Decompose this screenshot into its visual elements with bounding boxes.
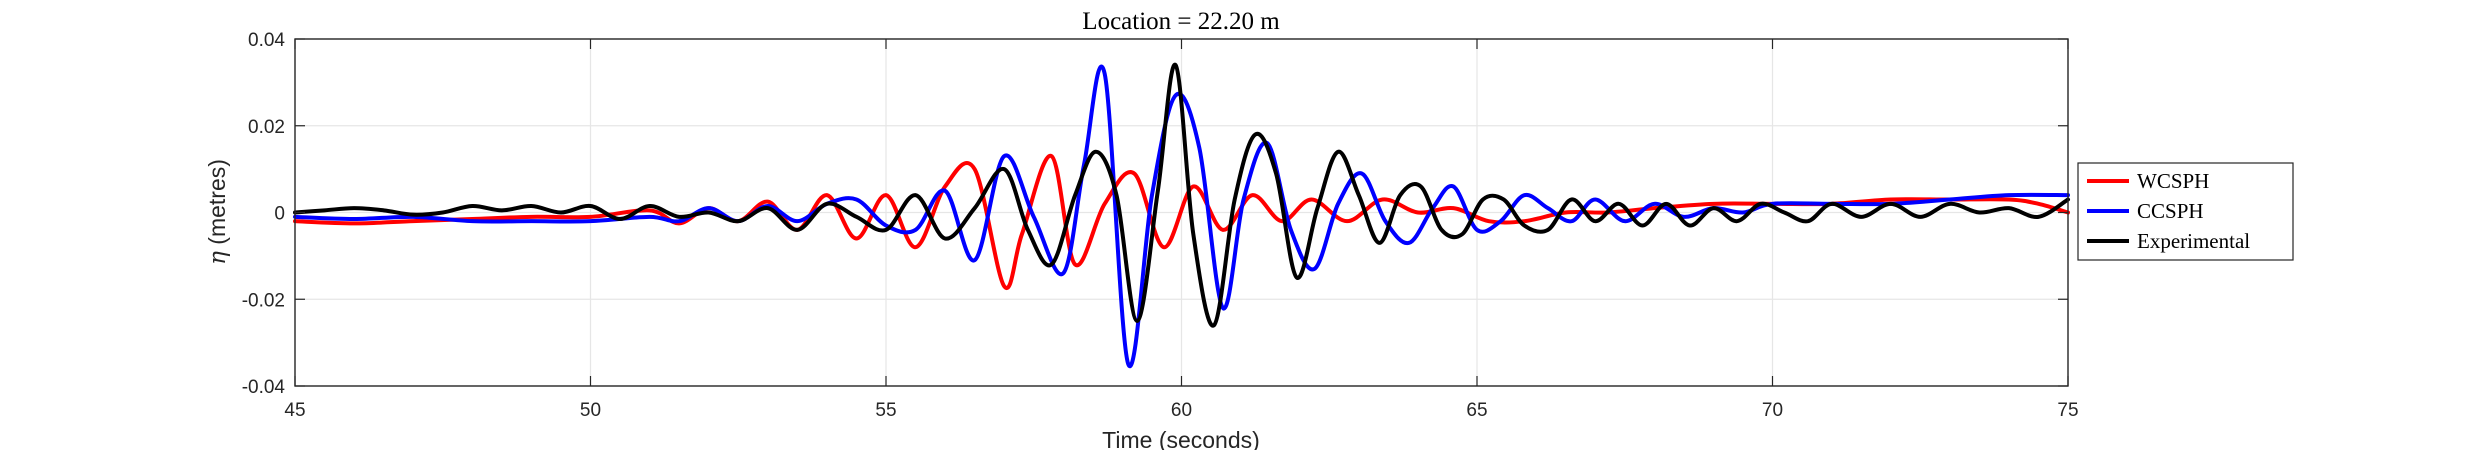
legend-label-ccsph: CCSPH: [2137, 199, 2204, 223]
y-axis-unit: (metres): [204, 159, 230, 245]
y-tick-label: -0.04: [242, 377, 286, 398]
chart-title: Location = 22.20 m: [1082, 8, 1280, 35]
series-line-experimental: [293, 62, 2070, 328]
legend: WCSPH CCSPH Experimental: [2077, 162, 2294, 261]
x-tick-label: 55: [875, 400, 896, 421]
x-tick-label: 60: [1171, 400, 1192, 421]
y-axis-label: η (metres): [204, 159, 231, 265]
legend-label-experimental: Experimental: [2137, 229, 2250, 253]
x-tick-label: 70: [1762, 400, 1783, 421]
series-group: [293, 62, 2070, 369]
legend-label-wcsph: WCSPH: [2137, 169, 2209, 193]
x-tick-label: 45: [284, 400, 305, 421]
y-tick-label: 0.02: [248, 117, 285, 138]
y-tick-label: 0.04: [248, 30, 285, 51]
x-tick-label: 65: [1466, 400, 1487, 421]
y-tick-label: 0: [274, 204, 285, 225]
x-tick-label: 50: [580, 400, 601, 421]
y-tick-label: -0.02: [242, 290, 285, 311]
ticks: 45 50 55 60 65 70 75 -0.04 -0.02 0 0.02 0.04: [242, 30, 2079, 421]
x-axis-label: Time (seconds): [1102, 427, 1260, 450]
x-tick-label: 75: [2057, 400, 2078, 421]
y-axis-symbol: η: [205, 251, 231, 265]
